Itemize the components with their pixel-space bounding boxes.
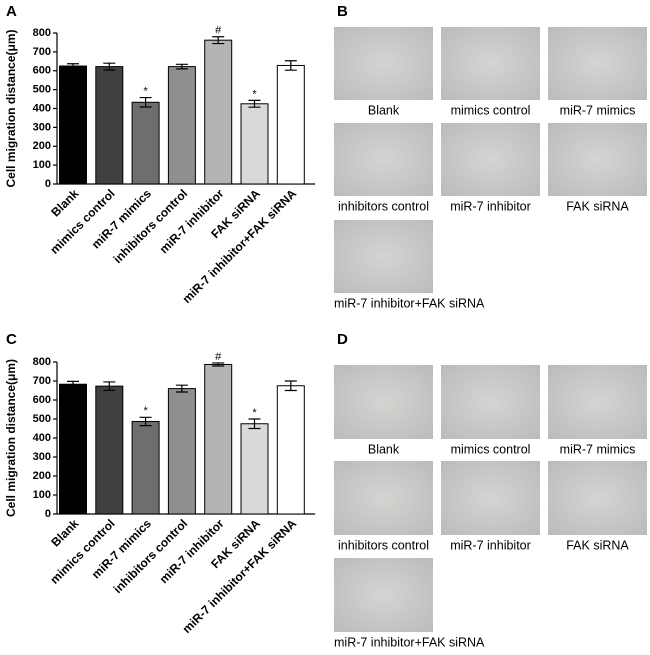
y-tick-label: 0 — [45, 508, 51, 520]
x-tick-label: Blank — [48, 516, 81, 549]
significance-marker: # — [215, 351, 222, 363]
image-caption: Blank — [368, 103, 400, 117]
error-bar — [284, 380, 297, 392]
image-caption: inhibitors control — [338, 199, 429, 213]
micrograph — [334, 27, 433, 100]
y-tick-label: 100 — [33, 489, 51, 501]
error-bar — [103, 62, 116, 71]
micrograph — [441, 461, 540, 535]
error-bar — [212, 362, 225, 367]
micrograph — [441, 123, 540, 196]
micrograph — [334, 461, 433, 535]
error-bar — [67, 380, 79, 388]
y-tick-label: 600 — [33, 394, 51, 406]
micrograph — [441, 365, 540, 439]
bar — [276, 64, 305, 185]
significance-marker: * — [252, 407, 257, 419]
error-bar — [139, 96, 152, 108]
micrograph — [548, 461, 647, 535]
micrograph — [548, 365, 647, 439]
bar — [276, 385, 305, 515]
x-tick-label: miR-7 inhibitor — [157, 186, 227, 256]
error-bar — [284, 60, 297, 71]
bar — [59, 383, 87, 515]
micrograph — [334, 558, 433, 632]
bar — [95, 385, 124, 515]
panel-label: D — [337, 331, 348, 348]
x-tick-label: mimics control — [47, 186, 117, 256]
significance-marker: # — [215, 25, 222, 37]
panel-label: C — [6, 331, 17, 348]
micrograph — [441, 27, 540, 100]
y-tick-label: 700 — [33, 375, 51, 387]
image-caption: inhibitors control — [338, 538, 429, 552]
micrograph — [334, 365, 433, 439]
bar — [204, 39, 233, 185]
y-tick-label: 400 — [33, 432, 51, 444]
x-tick-label: miR-7 inhibitor — [157, 516, 227, 586]
micrograph — [334, 220, 433, 293]
image-caption: mimics control — [451, 442, 531, 456]
y-tick-label: 600 — [33, 65, 51, 77]
error-bar — [139, 416, 152, 427]
error-bar — [248, 99, 261, 108]
y-tick-label: 500 — [33, 413, 51, 425]
micrograph — [548, 27, 647, 100]
y-tick-label: 500 — [33, 84, 51, 96]
bar — [131, 420, 160, 515]
y-tick-label: 400 — [33, 102, 51, 114]
y-tick-label: 300 — [33, 451, 51, 463]
bar — [204, 363, 233, 515]
y-tick-label: 700 — [33, 46, 51, 58]
image-caption: miR-7 inhibitor — [450, 199, 531, 213]
panel-label: B — [337, 3, 348, 20]
image-caption: mimics control — [451, 103, 531, 117]
error-bar — [67, 63, 79, 69]
significance-marker: * — [252, 88, 257, 100]
error-bar — [212, 36, 225, 45]
image-caption: FAK siRNA — [566, 199, 629, 213]
x-tick-label: mimics control — [47, 516, 117, 586]
y-tick-label: 800 — [33, 27, 51, 39]
image-caption: miR-7 mimics — [560, 103, 636, 117]
micrograph — [334, 123, 433, 196]
image-caption: miR-7 inhibitor+FAK siRNA — [334, 635, 485, 649]
y-axis-label: Cell migration distance(μm) — [4, 359, 18, 517]
bar — [95, 66, 124, 185]
y-tick-label: 0 — [45, 178, 51, 190]
error-bar — [248, 418, 261, 430]
image-caption: miR-7 inhibitor+FAK siRNA — [334, 296, 485, 310]
error-bar — [175, 384, 188, 393]
image-caption: FAK siRNA — [566, 538, 629, 552]
y-tick-label: 200 — [33, 470, 51, 482]
micrograph — [548, 123, 647, 196]
significance-marker: * — [143, 405, 148, 417]
bar — [240, 423, 269, 515]
bar — [59, 65, 87, 185]
bar — [131, 101, 160, 185]
image-caption: miR-7 mimics — [560, 442, 636, 456]
y-tick-label: 100 — [33, 159, 51, 171]
y-tick-label: 200 — [33, 140, 51, 152]
error-bar — [103, 381, 116, 391]
y-axis-label: Cell migration distance(μm) — [4, 29, 18, 187]
y-tick-label: 800 — [33, 356, 51, 368]
bar — [167, 66, 196, 185]
image-caption: miR-7 inhibitor — [450, 538, 531, 552]
panel-label: A — [6, 3, 17, 20]
significance-marker: * — [143, 85, 148, 97]
error-bar — [175, 63, 188, 70]
y-tick-label: 300 — [33, 121, 51, 133]
image-caption: Blank — [368, 442, 400, 456]
x-tick-label: Blank — [48, 186, 81, 219]
bar — [240, 103, 269, 185]
bar — [167, 388, 196, 515]
